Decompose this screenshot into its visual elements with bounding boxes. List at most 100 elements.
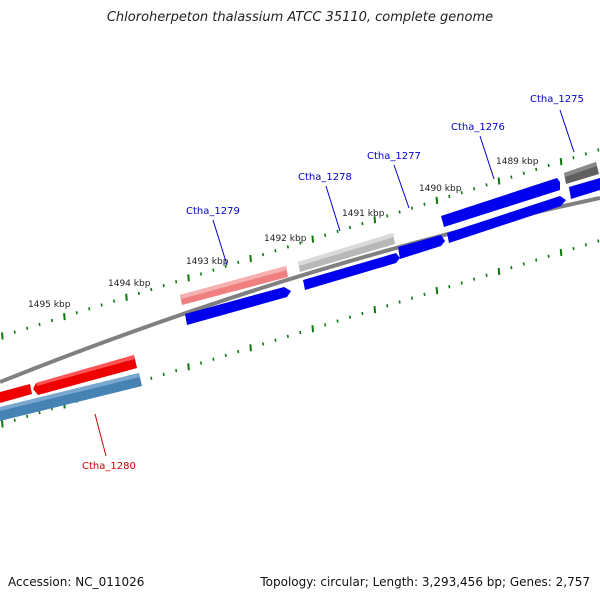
- tick-mark: [224, 264, 227, 268]
- tick-mark: [510, 266, 513, 270]
- tick-mark: [299, 241, 302, 245]
- gene-red-left-feature[interactable]: [0, 384, 32, 403]
- tick-mark: [324, 233, 327, 237]
- gene-label-ctha-1279[interactable]: Ctha_1279: [186, 206, 240, 217]
- tick-mark: [274, 338, 277, 342]
- tick-mark: [497, 177, 501, 185]
- tick-mark: [175, 280, 178, 284]
- gene-ctha-1276-upper-feature[interactable]: [441, 178, 560, 227]
- tick-mark: [150, 287, 153, 292]
- tick-mark: [336, 229, 339, 234]
- gene-label-ctha-1280[interactable]: Ctha_1280: [82, 461, 136, 472]
- tick-mark: [100, 303, 103, 307]
- tick-mark: [448, 194, 451, 199]
- tick-mark: [224, 353, 227, 358]
- tick-mark: [547, 163, 550, 168]
- tick-mark: [187, 274, 190, 282]
- tick-mark: [237, 260, 240, 265]
- tick-mark: [261, 342, 265, 346]
- tick-mark: [212, 357, 215, 361]
- tick-mark: [485, 183, 488, 187]
- tick-mark: [435, 196, 439, 204]
- tick-mark: [112, 299, 116, 303]
- tick-mark: [311, 325, 315, 333]
- tick-mark: [50, 318, 54, 323]
- tick-mark: [497, 267, 501, 276]
- tick-mark: [572, 246, 575, 251]
- tick-mark: [63, 313, 66, 321]
- tick-mark: [348, 225, 352, 230]
- tick-mark: [584, 152, 587, 156]
- gene-ctha-1278-feature[interactable]: [298, 233, 395, 272]
- tick-mark: [336, 319, 339, 323]
- tick-mark: [485, 273, 488, 277]
- accession-label: Accession: NC_011026: [8, 575, 145, 589]
- kbp-label-1489: 1489 kbp: [496, 157, 539, 167]
- tick-mark: [38, 410, 41, 415]
- tick-mark: [150, 376, 153, 380]
- kbp-label-1492: 1492 kbp: [264, 234, 307, 244]
- gene-steel-blue-feature[interactable]: [0, 373, 142, 421]
- gene-forward-arrow-2[interactable]: [303, 253, 400, 290]
- tick-mark: [460, 190, 463, 195]
- tick-mark: [286, 245, 289, 249]
- gene-ctha-1279-feature[interactable]: [180, 266, 288, 305]
- tick-mark: [584, 243, 587, 247]
- tick-mark: [423, 292, 426, 297]
- gene-label-ctha-1276[interactable]: Ctha_1276: [451, 122, 505, 133]
- tick-mark: [1, 420, 4, 428]
- tick-mark: [398, 210, 401, 214]
- genome-title: Chloroherpeton thalassium ATCC 35110, co…: [106, 10, 494, 25]
- tick-mark: [187, 363, 190, 371]
- gene-forward-arrow-4[interactable]: [447, 196, 566, 243]
- tick-mark: [175, 368, 178, 373]
- kbp-label-1491: 1491 kbp: [342, 209, 385, 219]
- tick-mark: [249, 254, 252, 263]
- gene-label-ctha-1277[interactable]: Ctha_1277: [367, 151, 421, 162]
- kbp-label-1493: 1493 kbp: [186, 257, 229, 267]
- tick-mark: [473, 187, 476, 191]
- tick-mark: [522, 171, 525, 175]
- tick-mark: [311, 235, 315, 243]
- tick-mark: [13, 330, 16, 334]
- tick-mark: [199, 272, 203, 276]
- tick-mark: [26, 414, 29, 419]
- gene-label-ctha-1278[interactable]: Ctha_1278: [298, 172, 352, 183]
- tick-mark: [13, 418, 16, 422]
- tick-mark: [88, 307, 91, 311]
- tick-mark: [435, 286, 439, 295]
- outer-tick-ring: [1, 148, 600, 340]
- gene-ctha-1280-feature[interactable]: [33, 355, 137, 395]
- tick-mark: [286, 334, 289, 338]
- gene-forward-arrow-3[interactable]: [398, 235, 445, 259]
- gene-ctha-1275-feature[interactable]: [564, 162, 599, 184]
- leader-line-ctha-1279: [212, 219, 228, 266]
- leader-line-ctha-1280: [94, 413, 107, 457]
- tick-mark: [510, 175, 513, 179]
- tick-mark: [373, 306, 377, 314]
- gene-forward-arrow-5[interactable]: [569, 178, 600, 199]
- tick-mark: [299, 330, 302, 335]
- tick-mark: [535, 167, 538, 172]
- tick-mark: [348, 315, 352, 319]
- tick-mark: [26, 326, 29, 330]
- tick-mark: [237, 349, 240, 354]
- tick-mark: [559, 248, 563, 257]
- tick-mark: [38, 322, 41, 327]
- kbp-label-1490: 1490 kbp: [419, 184, 462, 194]
- leader-line-ctha-1277: [393, 164, 410, 209]
- tick-mark: [386, 304, 389, 308]
- kbp-label-1494: 1494 kbp: [108, 279, 151, 289]
- gene-label-ctha-1275[interactable]: Ctha_1275: [530, 94, 584, 105]
- leader-line-ctha-1278: [325, 185, 341, 232]
- gene-forward-arrow-1[interactable]: [185, 287, 291, 325]
- tick-mark: [137, 291, 140, 296]
- tick-mark: [597, 148, 600, 152]
- genome-summary-label: Topology: circular; Length: 3,293,456 bp…: [260, 575, 590, 589]
- tick-mark: [473, 277, 476, 281]
- tick-mark: [522, 262, 525, 266]
- tick-mark: [361, 311, 364, 316]
- tick-mark: [373, 216, 377, 224]
- tick-mark: [324, 323, 327, 327]
